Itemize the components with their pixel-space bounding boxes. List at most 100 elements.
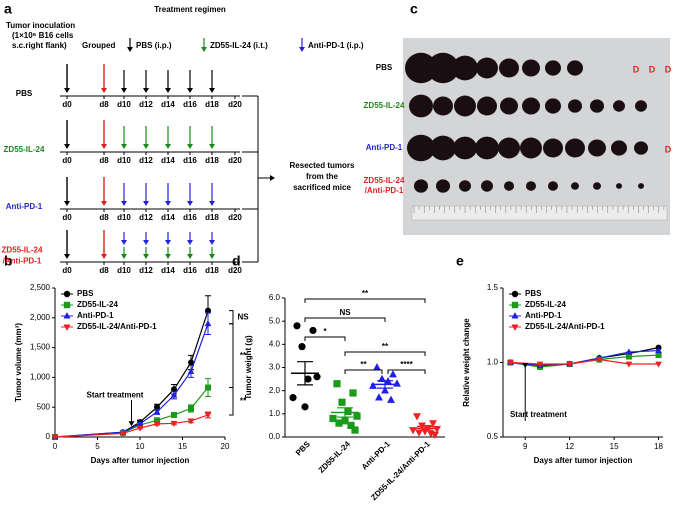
y-tick-label: 1,000 [30,373,51,382]
dead-mark: D [665,144,672,154]
legend-label: PBS [77,289,94,298]
marker [119,431,127,438]
arrow-head [101,144,107,149]
marker [335,419,343,427]
y-tick-label: 4.0 [269,339,281,348]
marker [313,373,321,381]
y-tick-label: 1,500 [30,343,51,352]
sem-bar [377,380,393,389]
day-label: d20 [228,213,242,222]
tumor [407,134,435,162]
legend-label: ZD55-IL-24 [525,300,566,309]
tumor [543,138,563,158]
tumor [522,97,540,115]
tumor [520,137,542,159]
tumor [409,94,433,118]
significance-bracket [304,317,386,322]
significance-bracket [304,298,426,303]
inoculation-text: s.c.right flank) [12,41,67,50]
x-tick-label: 9 [523,442,528,451]
day-label: d0 [62,156,72,165]
marker [289,394,297,402]
x-tick-label: 18 [654,442,663,451]
annotation: Start treatment [87,390,144,399]
y-tick-label: 5.0 [269,316,281,325]
day-label: d14 [161,156,175,165]
marker [205,384,211,391]
tumor [567,60,583,76]
x-tick-label: 15 [178,442,187,451]
x-tick-label: ZD55-IL-24 [317,439,353,475]
arrow-head [187,240,193,245]
day-label: d10 [117,100,131,109]
tumor [475,136,499,160]
significance-bracket [387,369,426,374]
day-label: d20 [228,100,242,109]
day-label: d8 [99,156,109,165]
tumor [522,59,540,77]
marker [136,425,144,432]
arrow-head [187,201,193,206]
day-label: d10 [117,213,131,222]
sem-bar [297,361,313,386]
day-label: d20 [228,156,242,165]
arrow-head [121,201,127,206]
inoculation-text: Tumor inoculation [6,21,75,30]
panel-label: d [232,253,241,269]
marker [309,326,317,335]
tumor [526,181,536,191]
arrow-head [101,201,107,206]
y-tick-label: 2.0 [269,386,281,395]
tumor [613,100,625,112]
day-label: d16 [183,213,197,222]
day-label: d12 [139,156,153,165]
legend-label: ZD55-IL-24/Anti-PD-1 [525,322,605,331]
arrow-head [165,254,171,259]
treatment-legend: Anti-PD-1 (i.p.) [308,41,364,50]
arrow-head [101,88,107,93]
grouped-label: Grouped [82,41,115,50]
tumor [459,180,471,192]
arrow-head [121,88,127,93]
y-tick-label: 0 [46,432,51,441]
treatment-legend: PBS (i.p.) [136,41,172,50]
arrow-head [165,144,171,149]
marker [536,361,544,368]
tumor [427,52,459,84]
x-axis-title: Days after tumor injection [91,456,190,465]
arrow-head [143,240,149,245]
legend-marker [63,312,71,319]
tumor [453,136,477,160]
arrow-head [121,144,127,149]
x-tick-label: 20 [221,442,230,451]
marker [301,403,309,411]
dead-mark: D [649,64,656,74]
arrow-head [165,240,171,245]
sem-bar [337,407,353,418]
arrow-head [165,88,171,93]
arrow-head [143,201,149,206]
day-label: d14 [161,213,175,222]
marker [655,361,662,368]
significance-bracket [229,323,234,389]
significance-label: ** [240,351,247,360]
arrow-head [64,144,70,149]
day-label: d12 [139,100,153,109]
schematic-title: Treatment regimen [154,5,226,14]
marker [369,381,377,389]
day-label: d0 [62,100,72,109]
x-tick-label: 5 [95,442,100,451]
day-label: d10 [117,156,131,165]
marker [344,407,352,416]
marker [655,346,662,353]
marker [153,408,161,415]
marker [170,420,178,427]
tumor [405,52,437,84]
significance-label: **** [400,360,413,369]
significance-bracket [304,336,346,341]
legend-marker [63,301,71,309]
outcome-text: sacrificed mice [293,183,351,192]
inoculation-text: (1×10⁶ B16 cells [12,31,74,40]
tumor [477,96,497,116]
